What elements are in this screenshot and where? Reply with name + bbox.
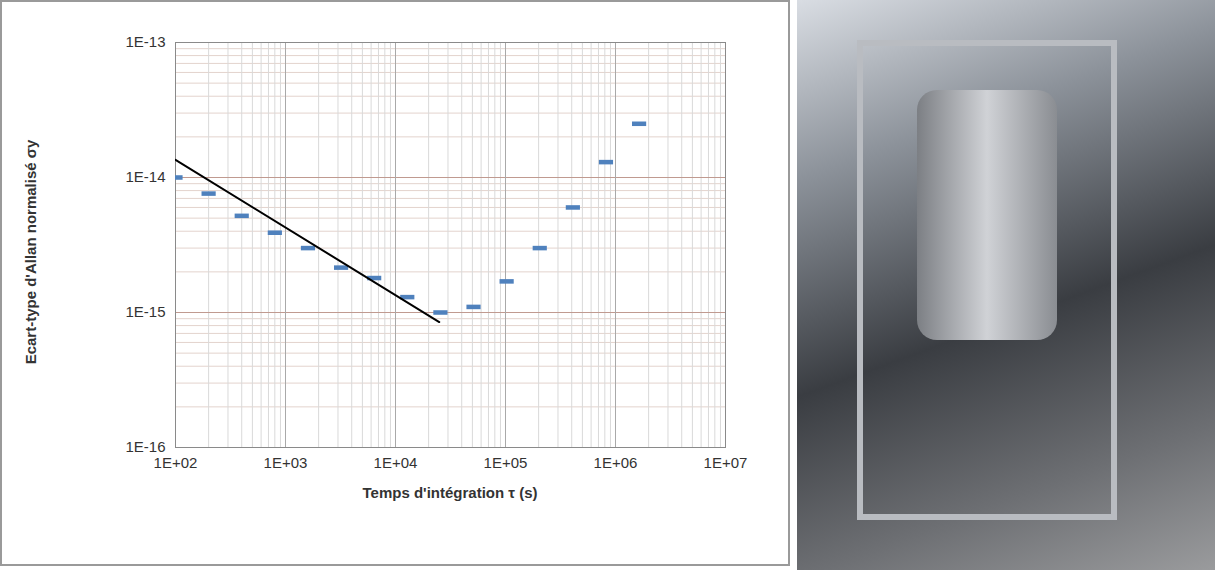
svg-text:1E+04: 1E+04 <box>374 454 418 471</box>
svg-text:1E-14: 1E-14 <box>125 168 165 185</box>
html-text:Ecart-type d'Allan normalisé σ: Ecart-type d'Allan normalisé σy <box>21 139 39 365</box>
svg-text:1E+05: 1E+05 <box>484 454 528 471</box>
svg-text:1E-15: 1E-15 <box>125 303 165 320</box>
svg-text:1E+06: 1E+06 <box>594 454 638 471</box>
html-text:Temps d'intégration τ (s): Temps d'intégration τ (s) <box>362 483 538 501</box>
svg-text:1E-13: 1E-13 <box>125 33 165 50</box>
svg-text:1E-16: 1E-16 <box>125 438 165 455</box>
svg-text:1E+02: 1E+02 <box>154 454 198 471</box>
svg-text:1E+03: 1E+03 <box>264 454 308 471</box>
svg-text:1E+07: 1E+07 <box>704 454 748 471</box>
